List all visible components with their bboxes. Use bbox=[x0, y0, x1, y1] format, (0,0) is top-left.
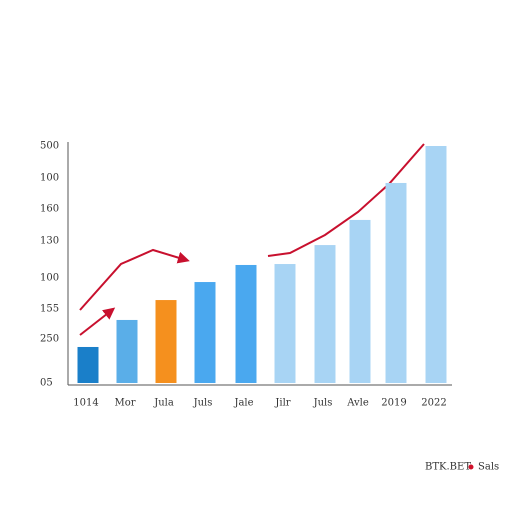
y-tick-label: 155 bbox=[40, 304, 59, 315]
y-tick-label: 100 bbox=[40, 272, 59, 283]
bar bbox=[349, 219, 371, 383]
y-tick-label: 160 bbox=[40, 204, 59, 215]
bar bbox=[385, 182, 407, 383]
x-tick-label: Juls bbox=[313, 398, 333, 409]
y-tick-label: 250 bbox=[40, 333, 59, 344]
x-tick-label: Avle bbox=[346, 398, 369, 409]
legend-marker bbox=[468, 464, 474, 470]
legend-label: BTK.BET bbox=[425, 462, 471, 473]
x-tick-label: 1014 bbox=[73, 398, 98, 409]
bar bbox=[314, 245, 336, 383]
bar bbox=[235, 264, 257, 383]
trend-arrow bbox=[79, 307, 116, 336]
x-tick-label: 2022 bbox=[421, 398, 446, 409]
bar bbox=[116, 319, 138, 383]
x-tick-label: Mor bbox=[114, 398, 135, 409]
y-tick-label: 500 bbox=[40, 141, 59, 152]
bar bbox=[77, 346, 99, 383]
x-tick-label: Jula bbox=[153, 398, 174, 409]
bar bbox=[274, 264, 296, 383]
bar bbox=[194, 282, 216, 383]
y-tick-label: 100 bbox=[40, 173, 59, 184]
y-tick-label: 05 bbox=[40, 378, 53, 389]
trend-line bbox=[267, 143, 425, 257]
x-tick-label: Jale bbox=[233, 398, 253, 409]
x-tick-label: 2019 bbox=[381, 398, 406, 409]
trend-arrow bbox=[79, 248, 190, 311]
bar bbox=[425, 146, 447, 383]
y-tick-label: 130 bbox=[40, 235, 59, 246]
bar bbox=[155, 300, 177, 383]
x-tick-label: Jilr bbox=[274, 398, 290, 409]
legend-label: Sals bbox=[478, 462, 499, 473]
x-tick-label: Juls bbox=[193, 398, 213, 409]
